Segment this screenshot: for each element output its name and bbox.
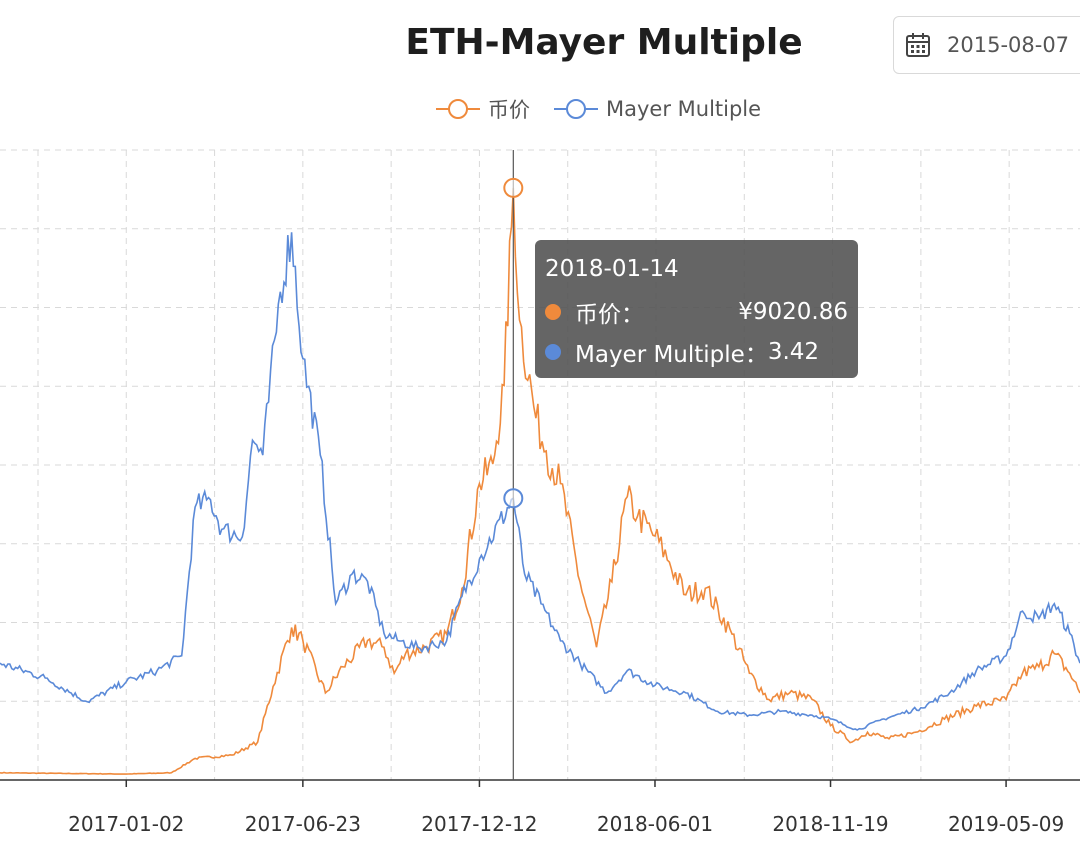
tooltip-mayer-value: 3.42: [767, 339, 820, 365]
tooltip-price-value: ¥9020.86: [738, 299, 848, 325]
legend-mayer-marker: [554, 99, 598, 119]
series-line-price: [0, 187, 1080, 775]
tooltip-mayer-dot: [545, 344, 561, 360]
legend-price-label: 币价: [488, 98, 530, 122]
tooltip-row-mayer: Mayer Multiple： 3.42: [545, 332, 848, 372]
tooltip-price-label: 币价：: [575, 302, 644, 328]
tooltip-price-dot: [545, 304, 561, 320]
chart-tooltip: 2018-01-14 币价： ¥9020.86 Mayer Multiple： …: [535, 240, 858, 378]
tooltip-mayer-label: Mayer Multiple：: [575, 342, 768, 368]
chart-lines: [0, 187, 1080, 775]
tooltip-date: 2018-01-14: [545, 256, 679, 282]
x-axis: 2017-01-02 2017-06-23 2017-12-12 2018-06-01…: [0, 779, 1080, 836]
highlight-point-price: [503, 177, 524, 198]
x-tick-label: 2017-06-23: [245, 812, 361, 836]
x-tick-label: 2018-06-01: [597, 812, 713, 836]
chart-legend: 币价 Mayer Multiple: [436, 94, 785, 124]
legend-item-mayer[interactable]: Mayer Multiple: [554, 97, 761, 121]
legend-price-marker: [436, 99, 480, 119]
legend-mayer-label: Mayer Multiple: [606, 97, 762, 121]
x-tick-label: 2019-05-09: [948, 812, 1064, 836]
legend-item-price[interactable]: 币价: [436, 94, 530, 124]
x-tick-label: 2017-12-12: [421, 812, 537, 836]
series-line-mayer: [0, 232, 1080, 731]
date-picker[interactable]: 2015-08-07: [893, 16, 1080, 74]
chart-highlight-marks: [503, 150, 524, 780]
x-tick-label: 2017-01-02: [68, 812, 184, 836]
highlight-point-mayer: [503, 488, 524, 509]
x-tick-label: 2018-11-19: [772, 812, 888, 836]
date-picker-value: 2015-08-07: [947, 33, 1070, 57]
tooltip-row-price: 币价： ¥9020.86: [545, 292, 848, 332]
chart-title: ETH-Mayer Multiple: [405, 22, 803, 63]
calendar-icon: [906, 33, 930, 57]
